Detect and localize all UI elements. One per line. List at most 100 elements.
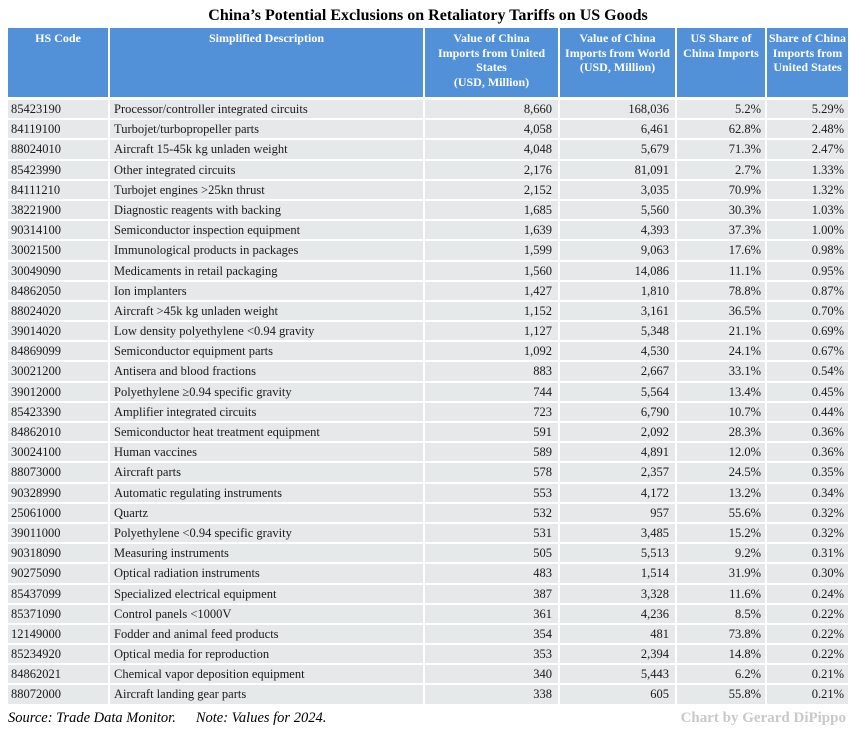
chart-credit: Chart by Gerard DiPippo bbox=[680, 709, 846, 726]
tariff-table: HS Code Simplified Description Value of … bbox=[8, 28, 848, 704]
table-row: 84111210 Turbojet engines >25kn thrust 2,1… bbox=[8, 180, 848, 199]
value-imports-us-cell: 589 bbox=[425, 443, 558, 462]
hs-code-cell: 90318090 bbox=[8, 544, 108, 563]
us-share-cell: 62.8% bbox=[677, 120, 765, 139]
us-share-cell: 71.3% bbox=[677, 140, 765, 159]
value-imports-world-cell: 168,036 bbox=[560, 100, 675, 119]
value-imports-us-cell: 2,176 bbox=[425, 160, 558, 179]
us-share-cell: 6.2% bbox=[677, 665, 765, 684]
description-cell: Aircraft parts bbox=[110, 463, 423, 482]
value-imports-us-cell: 2,152 bbox=[425, 180, 558, 199]
hs-code-cell: 90314100 bbox=[8, 221, 108, 240]
table-row: 85437099 Specialized electrical equipment… bbox=[8, 584, 848, 603]
table-row: 84119100 Turbojet/turbopropeller parts 4,0… bbox=[8, 120, 848, 139]
hs-code-cell: 85423190 bbox=[8, 100, 108, 119]
table-row: 84869099 Semiconductor equipment parts 1,0… bbox=[8, 342, 848, 361]
description-cell: Human vaccines bbox=[110, 443, 423, 462]
description-cell: Turbojet engines >25kn thrust bbox=[110, 180, 423, 199]
description-cell: Semiconductor inspection equipment bbox=[110, 221, 423, 240]
us-share-cell: 14.8% bbox=[677, 645, 765, 664]
us-share-cell: 24.5% bbox=[677, 463, 765, 482]
value-imports-us-cell: 1,152 bbox=[425, 301, 558, 321]
us-share-cell: 10.7% bbox=[677, 402, 765, 421]
table-row: 85423190 Processor/controller integrated … bbox=[8, 100, 848, 119]
table-row: 39011000 Polyethylene <0.94 specific grav… bbox=[8, 523, 848, 543]
share-from-us-cell: 0.34% bbox=[767, 483, 848, 502]
header-value-imports-world: Value of China Imports from World (USD, … bbox=[560, 28, 675, 97]
description-cell: Aircraft landing gear parts bbox=[110, 685, 423, 704]
description-cell: Quartz bbox=[110, 503, 423, 522]
table-row: 84862021 Chemical vapor deposition equipm… bbox=[8, 665, 848, 684]
description-cell: Specialized electrical equipment bbox=[110, 584, 423, 603]
share-from-us-cell: 0.32% bbox=[767, 503, 848, 522]
table-row: 88073000 Aircraft parts 578 2,357 24.5% 0.35% bbox=[8, 463, 848, 482]
us-share-cell: 24.1% bbox=[677, 342, 765, 361]
table-row: 88072000 Aircraft landing gear parts 338 60… bbox=[8, 685, 848, 704]
share-from-us-cell: 0.36% bbox=[767, 443, 848, 462]
hs-code-cell: 30049090 bbox=[8, 261, 108, 280]
description-cell: Other integrated circuits bbox=[110, 160, 423, 179]
value-imports-us-cell: 1,427 bbox=[425, 281, 558, 300]
value-imports-world-cell: 4,891 bbox=[560, 443, 675, 462]
value-imports-world-cell: 957 bbox=[560, 503, 675, 522]
value-imports-us-cell: 353 bbox=[425, 645, 558, 664]
share-from-us-cell: 0.22% bbox=[767, 604, 848, 623]
us-share-cell: 55.6% bbox=[677, 503, 765, 522]
value-imports-world-cell: 3,485 bbox=[560, 523, 675, 543]
us-share-cell: 31.9% bbox=[677, 564, 765, 583]
value-imports-world-cell: 1,810 bbox=[560, 281, 675, 300]
table-row: 85371090 Control panels <1000V 361 4,236 8.5… bbox=[8, 604, 848, 623]
table-row: 90328990 Automatic regulating instruments… bbox=[8, 483, 848, 502]
value-imports-us-cell: 883 bbox=[425, 362, 558, 381]
hs-code-cell: 30021200 bbox=[8, 362, 108, 381]
description-cell: Immunological products in packages bbox=[110, 241, 423, 260]
value-imports-world-cell: 5,564 bbox=[560, 382, 675, 401]
us-share-cell: 9.2% bbox=[677, 544, 765, 563]
description-cell: Fodder and animal feed products bbox=[110, 624, 423, 644]
table-row: 90318090 Measuring instruments 505 5,513 9.2… bbox=[8, 544, 848, 563]
share-from-us-cell: 0.24% bbox=[767, 584, 848, 603]
value-imports-us-cell: 1,092 bbox=[425, 342, 558, 361]
description-cell: Processor/controller integrated circuits bbox=[110, 100, 423, 119]
us-share-cell: 5.2% bbox=[677, 100, 765, 119]
hs-code-cell: 84862010 bbox=[8, 423, 108, 442]
table-row: 38221900 Diagnostic reagents with backing… bbox=[8, 200, 848, 220]
share-from-us-cell: 0.95% bbox=[767, 261, 848, 280]
hs-code-cell: 88073000 bbox=[8, 463, 108, 482]
us-share-cell: 73.8% bbox=[677, 624, 765, 644]
share-from-us-cell: 1.33% bbox=[767, 160, 848, 179]
description-cell: Optical media for reproduction bbox=[110, 645, 423, 664]
hs-code-cell: 39014020 bbox=[8, 322, 108, 341]
us-share-cell: 70.9% bbox=[677, 180, 765, 199]
share-from-us-cell: 2.47% bbox=[767, 140, 848, 159]
hs-code-cell: 84862050 bbox=[8, 281, 108, 300]
footer-notes: Source: Trade Data Monitor. Note: Values … bbox=[8, 710, 326, 727]
hs-code-cell: 88024010 bbox=[8, 140, 108, 159]
us-share-cell: 15.2% bbox=[677, 523, 765, 543]
share-from-us-cell: 0.70% bbox=[767, 301, 848, 321]
hs-code-cell: 85371090 bbox=[8, 604, 108, 623]
share-from-us-cell: 0.22% bbox=[767, 624, 848, 644]
share-from-us-cell: 0.35% bbox=[767, 463, 848, 482]
value-imports-us-cell: 578 bbox=[425, 463, 558, 482]
value-imports-us-cell: 744 bbox=[425, 382, 558, 401]
description-cell: Chemical vapor deposition equipment bbox=[110, 665, 423, 684]
hs-code-cell: 84119100 bbox=[8, 120, 108, 139]
hs-code-cell: 85423390 bbox=[8, 402, 108, 421]
hs-code-cell: 25061000 bbox=[8, 503, 108, 522]
value-imports-world-cell: 4,172 bbox=[560, 483, 675, 502]
table-row: 25061000 Quartz 532 957 55.6% 0.32% bbox=[8, 503, 848, 522]
value-imports-us-cell: 1,599 bbox=[425, 241, 558, 260]
header-hs-code: HS Code bbox=[8, 28, 108, 97]
us-share-cell: 12.0% bbox=[677, 443, 765, 462]
source-note: Source: Trade Data Monitor. bbox=[8, 709, 176, 726]
footer: Source: Trade Data Monitor. Note: Values … bbox=[8, 710, 846, 727]
value-imports-us-cell: 1,560 bbox=[425, 261, 558, 280]
hs-code-cell: 85234920 bbox=[8, 645, 108, 664]
description-cell: Polyethylene ≥0.94 specific gravity bbox=[110, 382, 423, 401]
hs-code-cell: 84869099 bbox=[8, 342, 108, 361]
value-imports-world-cell: 3,035 bbox=[560, 180, 675, 199]
description-cell: Turbojet/turbopropeller parts bbox=[110, 120, 423, 139]
share-from-us-cell: 0.69% bbox=[767, 322, 848, 341]
